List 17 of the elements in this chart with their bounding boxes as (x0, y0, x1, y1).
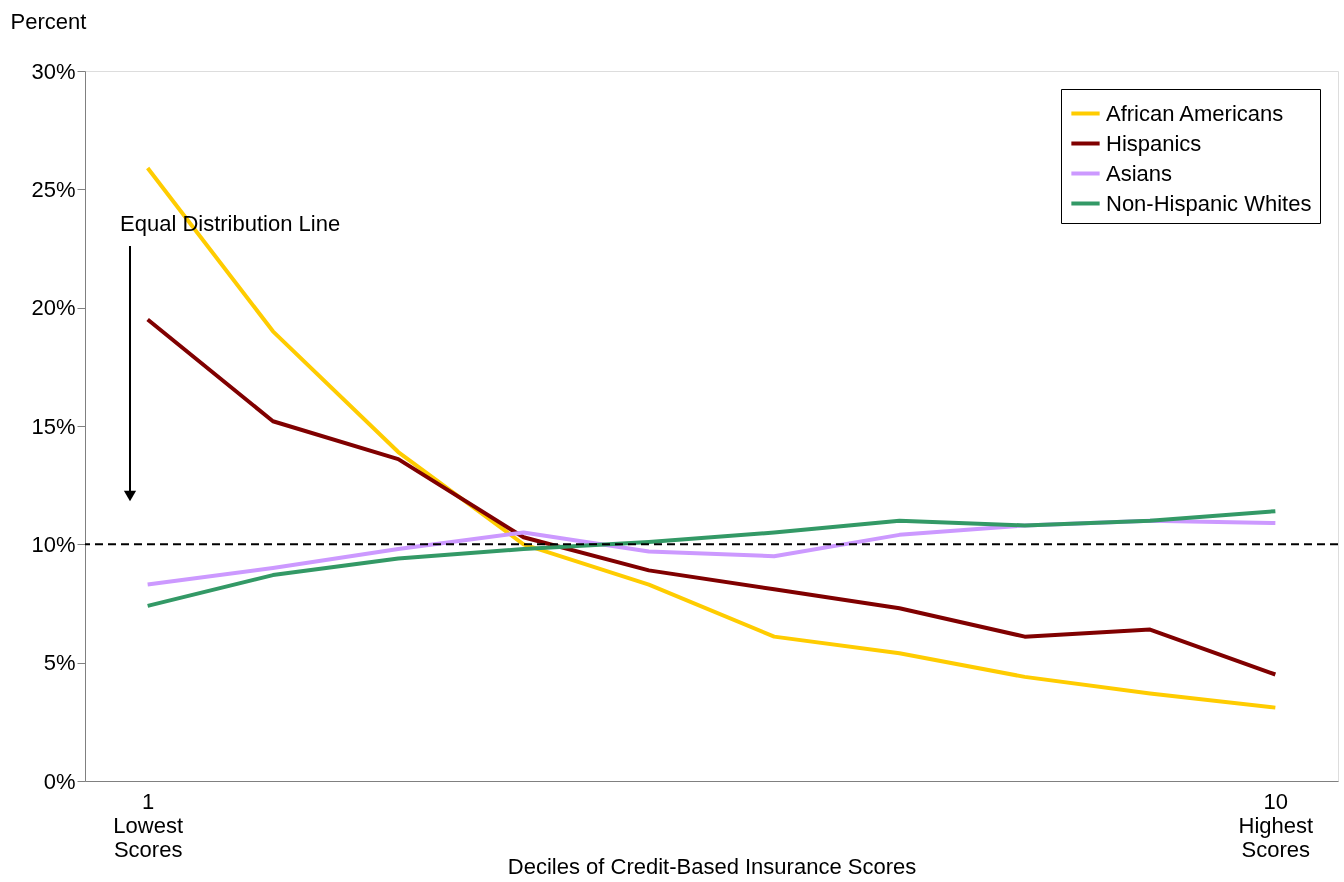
line-series (145, 317, 1278, 677)
y-tick-label: 25% (31, 176, 76, 202)
legend-label: Hispanics (1106, 130, 1202, 156)
y-tick-label: 20% (31, 295, 76, 321)
x-tick-label: 1 Lowest Scores (113, 788, 184, 862)
legend-label: Non-Hispanic Whites (1106, 190, 1312, 216)
x-tick-label: 10 Highest Scores (1238, 788, 1314, 862)
y-axis-title: Percent (10, 8, 87, 34)
y-tick-label: 10% (31, 531, 76, 557)
y-tick-label: 15% (31, 413, 76, 439)
y-tick-label: 0% (43, 768, 76, 794)
x-axis-title: Deciles of Credit-Based Insurance Scores (507, 853, 917, 879)
legend-label: Asians (1106, 160, 1173, 186)
y-tick-label: 5% (43, 650, 76, 676)
legend-label: African Americans (1106, 100, 1284, 126)
line-series (145, 509, 1278, 608)
y-tick-label: 30% (31, 58, 76, 84)
